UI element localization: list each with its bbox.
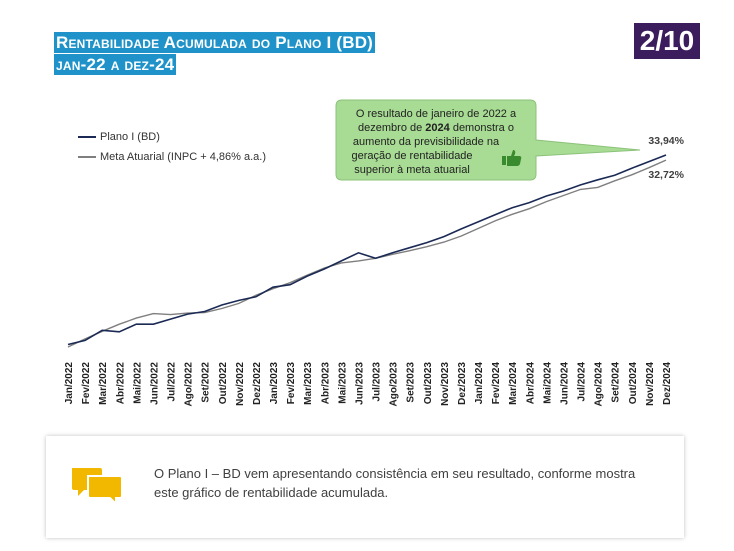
data-labels: 33,94% 32,72% [648, 135, 684, 181]
x-tick-label: Fev/2022 [81, 362, 92, 405]
legend-item-plano: Plano I (BD) [78, 127, 266, 147]
x-tick-label: Jul/2024 [577, 362, 588, 402]
x-tick-label: Jun/2023 [354, 362, 365, 405]
callout-line-2: dezembro de 2024 demonstra o [358, 122, 514, 134]
x-tick-label: Out/2024 [628, 362, 639, 405]
x-tick-label: Jan/2024 [474, 362, 485, 405]
series-line-plano [67, 154, 667, 346]
x-axis-ticks: Jan/2022 Fev/2022 Mar/2022 Abr/2022 Mai/2022… [64, 362, 673, 407]
x-tick-label: Dez/2022 [252, 362, 263, 405]
x-tick-label: Set/2024 [611, 362, 622, 403]
thumbs-up-icon [502, 150, 522, 166]
legend: Plano I (BD) Meta Atuarial (INPC + 4,86%… [78, 127, 266, 167]
x-tick-label: Ago/2023 [389, 362, 400, 407]
x-tick-label: Jan/2022 [64, 362, 75, 405]
x-tick-label: Nov/2022 [235, 362, 246, 406]
x-tick-label: Set/2023 [406, 362, 417, 403]
series-layer [67, 154, 667, 348]
legend-swatch-plano [78, 136, 96, 138]
x-tick-label: Mar/2024 [508, 362, 519, 405]
x-tick-label: Mar/2022 [98, 362, 109, 405]
legend-swatch-meta [78, 156, 96, 158]
x-tick-label: Jan/2023 [269, 362, 280, 405]
chart-title: Rentabilidade Acumulada do Plano I (BD) … [54, 32, 376, 75]
x-tick-label: Jun/2024 [559, 362, 570, 405]
x-tick-label: Out/2022 [218, 362, 229, 405]
title-line-2: jan-22 a dez-24 [54, 54, 177, 75]
x-tick-label: Fev/2024 [491, 362, 502, 405]
x-tick-label: Jul/2023 [372, 362, 383, 402]
legend-label-plano: Plano I (BD) [100, 131, 160, 143]
legend-item-meta: Meta Atuarial (INPC + 4,86% a.a.) [78, 147, 266, 167]
x-tick-label: Abr/2022 [115, 362, 126, 405]
line-chart: O resultado de janeiro de 2022 a dezembr… [64, 99, 685, 407]
x-tick-label: Ago/2024 [594, 362, 605, 407]
x-tick-label: Mai/2022 [132, 362, 143, 404]
note-box: O Plano I – BD vem apresentando consistê… [46, 436, 684, 538]
x-tick-label: Ago/2022 [184, 362, 195, 407]
callout-box [335, 99, 641, 181]
note-text: O Plano I – BD vem apresentando consistê… [154, 466, 636, 500]
series-line-meta [67, 159, 667, 348]
x-tick-label: Abr/2024 [525, 362, 536, 405]
page-indicator: 2/10 [634, 23, 700, 59]
x-tick-label: Mar/2023 [303, 362, 314, 405]
x-tick-label: Dez/2024 [662, 362, 673, 405]
x-tick-label: Mai/2024 [542, 362, 553, 404]
callout: O resultado de janeiro de 2022 a dezembr… [335, 99, 641, 181]
x-tick-label: Nov/2023 [440, 362, 451, 406]
callout-line-3: aumento da previsibilidade na [353, 136, 500, 148]
x-tick-label: Fev/2023 [286, 362, 297, 405]
x-tick-label: Mai/2023 [337, 362, 348, 404]
callout-line-4: geração de rentabilidade [351, 150, 472, 162]
x-tick-label: Dez/2023 [457, 362, 468, 405]
x-tick-label: Jul/2022 [167, 362, 178, 402]
chat-bubbles-icon [72, 468, 123, 506]
callout-line-1: O resultado de janeiro de 2022 a [356, 108, 517, 120]
legend-label-meta: Meta Atuarial (INPC + 4,86% a.a.) [100, 151, 266, 163]
end-label-plano: 33,94% [648, 135, 684, 147]
x-tick-label: Nov/2024 [645, 362, 656, 406]
title-line-1: Rentabilidade Acumulada do Plano I (BD) [54, 32, 376, 53]
x-tick-label: Jun/2022 [149, 362, 160, 405]
end-label-meta: 32,72% [648, 169, 684, 181]
x-tick-label: Set/2022 [201, 362, 212, 403]
x-tick-label: Abr/2023 [320, 362, 331, 405]
x-tick-label: Out/2023 [423, 362, 434, 405]
callout-line-5: superior à meta atuarial [354, 164, 470, 176]
